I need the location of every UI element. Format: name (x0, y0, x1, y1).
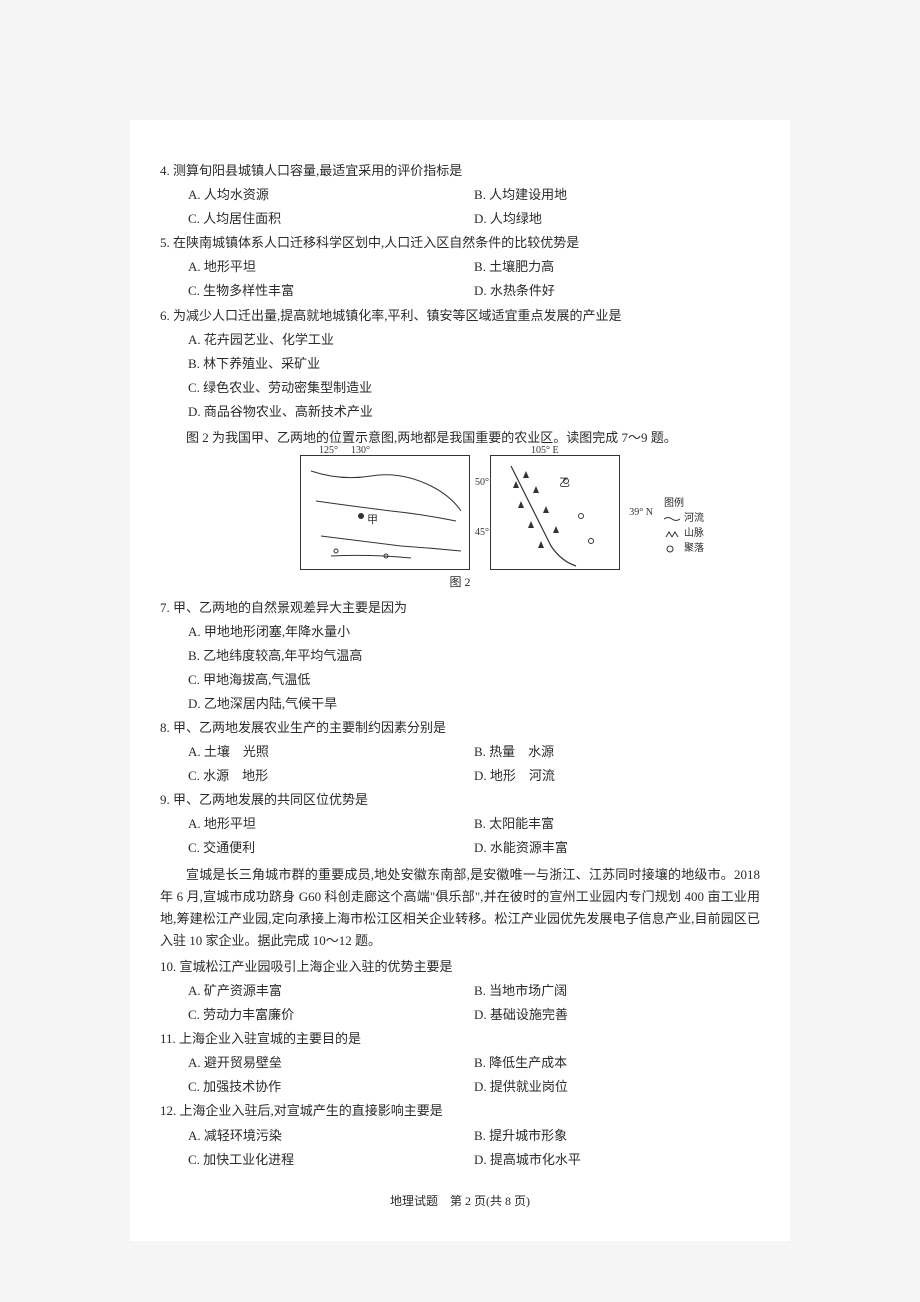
q9-options-row1: A. 地形平坦 B. 太阳能丰富 (160, 813, 760, 835)
q10-options-row2: C. 劳动力丰富廉价 D. 基础设施完善 (160, 1004, 760, 1026)
q8-stem: 8. 甲、乙两地发展农业生产的主要制约因素分别是 (160, 717, 760, 739)
q6-opt-c: C. 绿色农业、劳动密集型制造业 (188, 377, 760, 399)
map2-marker: 乙 (559, 474, 570, 493)
legend-settlement-label: 聚落 (684, 541, 704, 556)
q6-opt-d: D. 商品谷物农业、高新技术产业 (188, 401, 760, 423)
q8-opt-d: D. 地形 河流 (474, 765, 760, 787)
q5-options-row2: C. 生物多样性丰富 D. 水热条件好 (160, 280, 760, 302)
q11-opt-c: C. 加强技术协作 (188, 1076, 474, 1098)
q10-stem: 10. 宣城松江产业园吸引上海企业入驻的优势主要是 (160, 956, 760, 978)
q5-stem: 5. 在陕南城镇体系人口迁移科学区划中,人口迁入区自然条件的比较优势是 (160, 232, 760, 254)
q8-opt-b: B. 热量 水源 (474, 741, 760, 763)
legend-mountain-label: 山脉 (684, 526, 704, 541)
q9-options-row2: C. 交通便利 D. 水能资源丰富 (160, 837, 760, 859)
q9-stem: 9. 甲、乙两地发展的共同区位优势是 (160, 789, 760, 811)
map1-svg (301, 456, 471, 571)
map2-legend: 图例 河流 山脉 聚落 (664, 496, 704, 556)
exam-page: 4. 测算旬阳县城镇人口容量,最适宜采用的评价指标是 A. 人均水资源 B. 人… (130, 120, 790, 1241)
q4-opt-a: A. 人均水资源 (188, 184, 474, 206)
q7-options: A. 甲地地形闭塞,年降水量小 B. 乙地纬度较高,年平均气温高 C. 甲地海拔… (160, 621, 760, 715)
map1-box: 125° 130° 50° 45° 甲 (300, 455, 470, 570)
q10-opt-d: D. 基础设施完善 (474, 1004, 760, 1026)
figure-row: 125° 130° 50° 45° 甲 105° E 39° N (160, 455, 760, 570)
map1-lon2: 130° (351, 442, 370, 459)
q12-stem: 12. 上海企业入驻后,对宣城产生的直接影响主要是 (160, 1100, 760, 1122)
q6-stem: 6. 为减少人口迁出量,提高就地城镇化率,平利、镇安等区域适宜重点发展的产业是 (160, 305, 760, 327)
q6-options: A. 花卉园艺业、化学工业 B. 林下养殖业、采矿业 C. 绿色农业、劳动密集型… (160, 329, 760, 423)
q12-opt-d: D. 提高城市化水平 (474, 1149, 760, 1171)
legend-mountain: 山脉 (664, 526, 704, 541)
map2-lon: 105° E (531, 442, 559, 459)
legend-settlement: 聚落 (664, 541, 704, 556)
q5-opt-c: C. 生物多样性丰富 (188, 280, 474, 302)
q8-opt-c: C. 水源 地形 (188, 765, 474, 787)
q5-opt-d: D. 水热条件好 (474, 280, 760, 302)
q7-stem: 7. 甲、乙两地的自然景观差异大主要是因为 (160, 597, 760, 619)
q10-opt-b: B. 当地市场广阔 (474, 980, 760, 1002)
q4-opt-c: C. 人均居住面积 (188, 208, 474, 230)
q4-stem: 4. 测算旬阳县城镇人口容量,最适宜采用的评价指标是 (160, 160, 760, 182)
river-icon (664, 515, 680, 523)
q5-options-row1: A. 地形平坦 B. 土壤肥力高 (160, 256, 760, 278)
q7-opt-b: B. 乙地纬度较高,年平均气温高 (188, 645, 760, 667)
q8-options-row1: A. 土壤 光照 B. 热量 水源 (160, 741, 760, 763)
q12-opt-c: C. 加快工业化进程 (188, 1149, 474, 1171)
map1-marker: 甲 (367, 511, 378, 530)
q4-opt-d: D. 人均绿地 (474, 208, 760, 230)
q9-opt-c: C. 交通便利 (188, 837, 474, 859)
q9-opt-a: A. 地形平坦 (188, 813, 474, 835)
map2-svg (491, 456, 621, 571)
map1-lat2: 45° (475, 524, 489, 541)
fig2-intro: 图 2 为我国甲、乙两地的位置示意图,两地都是我国重要的农业区。读图完成 7～9… (160, 427, 760, 449)
q11-opt-b: B. 降低生产成本 (474, 1052, 760, 1074)
legend-river: 河流 (664, 511, 704, 526)
q7-opt-d: D. 乙地深居内陆,气候干旱 (188, 693, 760, 715)
fig2-caption: 图 2 (160, 572, 760, 592)
q12-options-row1: A. 减轻环境污染 B. 提升城市形象 (160, 1125, 760, 1147)
q5-opt-a: A. 地形平坦 (188, 256, 474, 278)
q12-opt-a: A. 减轻环境污染 (188, 1125, 474, 1147)
map1-lat1: 50° (475, 474, 489, 491)
map2-box: 105° E 39° N 乙 图例 河流 山脉 (490, 455, 620, 570)
q4-opt-b: B. 人均建设用地 (474, 184, 760, 206)
q7-opt-c: C. 甲地海拔高,气温低 (188, 669, 760, 691)
q9-opt-d: D. 水能资源丰富 (474, 837, 760, 859)
q6-opt-a: A. 花卉园艺业、化学工业 (188, 329, 760, 351)
q12-opt-b: B. 提升城市形象 (474, 1125, 760, 1147)
q8-opt-a: A. 土壤 光照 (188, 741, 474, 763)
legend-river-label: 河流 (684, 511, 704, 526)
q11-options-row1: A. 避开贸易壁垒 B. 降低生产成本 (160, 1052, 760, 1074)
q7-opt-a: A. 甲地地形闭塞,年降水量小 (188, 621, 760, 643)
q10-opt-a: A. 矿产资源丰富 (188, 980, 474, 1002)
q5-opt-b: B. 土壤肥力高 (474, 256, 760, 278)
legend-title: 图例 (664, 496, 704, 511)
settlement-icon (664, 545, 680, 553)
q4-options-row2: C. 人均居住面积 D. 人均绿地 (160, 208, 760, 230)
map1-lon1: 125° (319, 442, 338, 459)
passage10: 宣城是长三角城市群的重要成员,地处安徽东南部,是安徽唯一与浙江、江苏同时接壤的地… (160, 864, 760, 952)
q6-opt-b: B. 林下养殖业、采矿业 (188, 353, 760, 375)
q11-opt-a: A. 避开贸易壁垒 (188, 1052, 474, 1074)
q11-stem: 11. 上海企业入驻宣城的主要目的是 (160, 1028, 760, 1050)
q12-options-row2: C. 加快工业化进程 D. 提高城市化水平 (160, 1149, 760, 1171)
q4-options-row1: A. 人均水资源 B. 人均建设用地 (160, 184, 760, 206)
q11-options-row2: C. 加强技术协作 D. 提供就业岗位 (160, 1076, 760, 1098)
q8-options-row2: C. 水源 地形 D. 地形 河流 (160, 765, 760, 787)
q10-opt-c: C. 劳动力丰富廉价 (188, 1004, 474, 1026)
mountain-icon (664, 530, 680, 538)
q9-opt-b: B. 太阳能丰富 (474, 813, 760, 835)
q11-opt-d: D. 提供就业岗位 (474, 1076, 760, 1098)
q10-options-row1: A. 矿产资源丰富 B. 当地市场广阔 (160, 980, 760, 1002)
map2-lat: 39° N (629, 504, 653, 521)
page-footer: 地理试题 第 2 页(共 8 页) (160, 1191, 760, 1211)
